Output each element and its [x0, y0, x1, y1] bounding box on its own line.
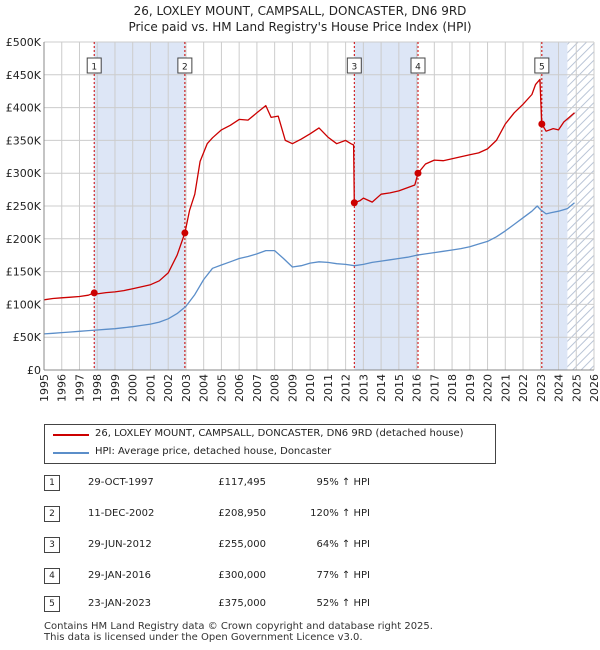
- x-tick-label: 2001: [144, 374, 157, 402]
- x-tick-label: 2003: [180, 374, 193, 402]
- y-tick-label: £300K: [6, 167, 42, 180]
- y-tick-label: £400K: [6, 102, 42, 115]
- x-tick-label: 1997: [73, 374, 86, 402]
- x-tick-label: 2022: [517, 374, 530, 402]
- sale-marker-box: [346, 57, 362, 74]
- x-tick-label: 2015: [393, 374, 406, 402]
- hpi-line: [43, 202, 575, 335]
- x-tick-label: 2017: [428, 374, 441, 402]
- x-tick-label: 2013: [357, 374, 370, 402]
- sale-point: [414, 169, 422, 177]
- sale-marker-label: 3: [351, 63, 357, 73]
- sale-price: £117,495: [218, 477, 266, 488]
- x-tick-label: 2026: [588, 374, 600, 402]
- x-tick-label: 2007: [251, 374, 264, 402]
- legend: 26, LOXLEY MOUNT, CAMPSALL, DONCASTER, D…: [44, 424, 496, 464]
- x-tick-label: 2009: [286, 374, 299, 402]
- sale-row: 1 29-OCT-1997 £117,495 95% ↑ HPI: [0, 473, 600, 493]
- x-tick-label: 1999: [109, 374, 122, 402]
- sale-number-badge: 2: [44, 506, 60, 522]
- sale-hpi-change: 52% ↑ HPI: [316, 598, 370, 609]
- sale-price: £208,950: [218, 508, 266, 519]
- x-tick-label: 2021: [499, 374, 512, 402]
- legend-item-hpi: HPI: Average price, detached house, Donc…: [45, 444, 495, 462]
- sale-date: 29-JUN-2012: [88, 539, 152, 550]
- sale-marker-label: 2: [182, 63, 188, 73]
- x-tick-label: 2016: [411, 374, 424, 402]
- sale-point: [181, 229, 189, 237]
- property-price-line: [43, 78, 575, 301]
- sale-point: [350, 199, 358, 207]
- footer-copyright: Contains HM Land Registry data © Crown c…: [44, 621, 433, 632]
- sale-row: 3 29-JUN-2012 £255,000 64% ↑ HPI: [0, 535, 600, 555]
- sale-hpi-change: 120% ↑ HPI: [310, 508, 370, 519]
- sale-number-badge: 5: [44, 596, 60, 612]
- sale-date: 11-DEC-2002: [88, 508, 155, 519]
- y-tick-label: £500K: [6, 36, 42, 49]
- x-tick-label: 2024: [553, 374, 566, 402]
- y-tick-label: £350K: [6, 134, 42, 147]
- y-tick-label: £450K: [6, 69, 42, 82]
- sale-price: £300,000: [218, 570, 266, 581]
- x-tick-label: 2019: [464, 374, 477, 402]
- sale-date: 29-OCT-1997: [88, 477, 154, 488]
- x-tick-label: 2011: [322, 374, 335, 402]
- sale-row: 5 23-JAN-2023 £375,000 52% ↑ HPI: [0, 594, 600, 614]
- x-tick-label: 2018: [446, 374, 459, 402]
- y-tick-label: £0: [27, 364, 41, 377]
- sale-hpi-change: 95% ↑ HPI: [316, 477, 370, 488]
- sale-marker-box: [86, 57, 102, 74]
- legend-label-hpi: HPI: Average price, detached house, Donc…: [95, 446, 332, 457]
- sale-marker-box: [534, 57, 550, 74]
- y-tick-label: £100K: [6, 298, 42, 311]
- legend-swatch-hpi: [53, 452, 89, 454]
- legend-label-property: 26, LOXLEY MOUNT, CAMPSALL, DONCASTER, D…: [95, 428, 464, 439]
- sale-marker-label: 4: [415, 63, 421, 73]
- x-tick-label: 2025: [570, 374, 583, 402]
- y-tick-label: £250K: [6, 200, 42, 213]
- x-tick-label: 2010: [304, 374, 317, 402]
- legend-item-property: 26, LOXLEY MOUNT, CAMPSALL, DONCASTER, D…: [45, 426, 495, 444]
- y-tick-label: £200K: [6, 233, 42, 246]
- chart-title: 26, LOXLEY MOUNT, CAMPSALL, DONCASTER, D…: [133, 4, 467, 18]
- sale-number-badge: 3: [44, 537, 60, 553]
- sale-row: 2 11-DEC-2002 £208,950 120% ↑ HPI: [0, 504, 600, 524]
- x-tick-label: 2002: [162, 374, 175, 402]
- sale-marker-box: [177, 57, 193, 74]
- sale-hpi-change: 64% ↑ HPI: [316, 539, 370, 550]
- legend-swatch-property: [53, 434, 89, 436]
- x-tick-label: 2020: [482, 374, 495, 402]
- sale-point: [538, 120, 546, 128]
- footer-licence: This data is licensed under the Open Gov…: [44, 632, 363, 643]
- sale-hpi-change: 77% ↑ HPI: [316, 570, 370, 581]
- y-tick-label: £150K: [6, 266, 42, 279]
- x-tick-label: 2005: [215, 374, 228, 402]
- sale-row: 4 29-JAN-2016 £300,000 77% ↑ HPI: [0, 566, 600, 586]
- sale-date: 23-JAN-2023: [88, 598, 152, 609]
- sale-marker-label: 1: [91, 63, 97, 73]
- chart-subtitle: Price paid vs. HM Land Registry's House …: [128, 20, 472, 34]
- x-tick-label: 2006: [233, 374, 246, 402]
- x-tick-label: 2023: [535, 374, 548, 402]
- x-tick-label: 1998: [91, 374, 104, 402]
- sale-number-badge: 1: [44, 475, 60, 491]
- y-tick-label: £50K: [13, 331, 42, 344]
- sale-marker-label: 5: [539, 63, 545, 73]
- sale-point: [90, 289, 98, 297]
- sale-date: 29-JAN-2016: [88, 570, 152, 581]
- x-tick-label: 2008: [269, 374, 282, 402]
- x-tick-label: 2004: [198, 374, 211, 402]
- x-tick-label: 2012: [340, 374, 353, 402]
- sale-number-badge: 4: [44, 568, 60, 584]
- sale-price: £375,000: [218, 598, 266, 609]
- x-tick-label: 1996: [56, 374, 69, 402]
- sale-price: £255,000: [218, 539, 266, 550]
- price-chart: 1 2 3 4 5 £0 £50K £100K £150K £200K £250K £300K £35…: [6, 36, 600, 402]
- x-tick-label: 1995: [38, 374, 51, 402]
- x-tick-label: 2000: [127, 374, 140, 402]
- sale-marker-box: [410, 57, 426, 74]
- x-tick-label: 2014: [375, 374, 388, 402]
